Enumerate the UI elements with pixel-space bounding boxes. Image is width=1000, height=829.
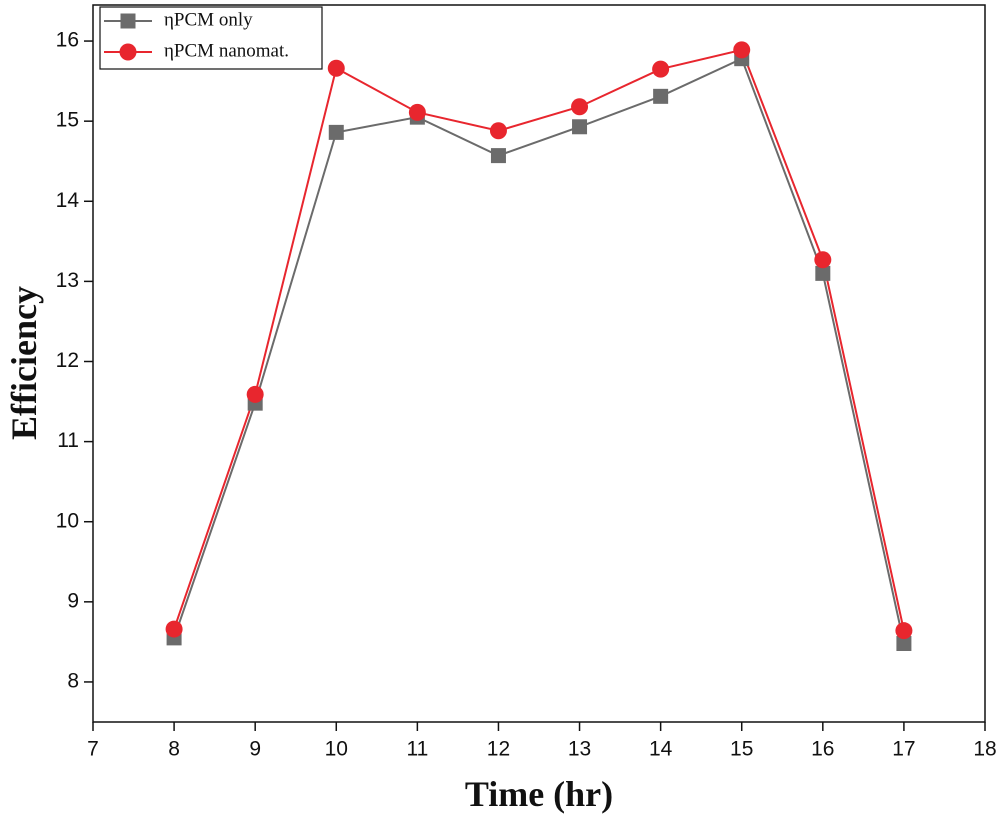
y-tick-label: 9 bbox=[67, 589, 79, 612]
y-tick-label: 15 bbox=[56, 109, 79, 132]
legend-box bbox=[99, 6, 323, 70]
marker bbox=[489, 122, 507, 140]
x-tick-label: 16 bbox=[811, 738, 834, 761]
marker bbox=[165, 620, 183, 638]
x-tick-label: 15 bbox=[730, 738, 753, 761]
y-tick-label: 8 bbox=[67, 669, 79, 692]
y-tick-label: 13 bbox=[56, 269, 79, 292]
marker bbox=[653, 88, 669, 104]
marker bbox=[327, 59, 345, 77]
series-line bbox=[173, 57, 905, 644]
y-tick-label: 11 bbox=[57, 429, 79, 452]
y-tick-label: 12 bbox=[56, 349, 79, 372]
x-tick-label: 18 bbox=[973, 738, 996, 761]
marker bbox=[246, 385, 264, 403]
x-tick-label: 12 bbox=[487, 738, 510, 761]
x-tick-label: 10 bbox=[325, 738, 348, 761]
x-axis-title: Time (hr) bbox=[465, 774, 613, 814]
marker bbox=[896, 635, 912, 651]
legend-marker bbox=[119, 43, 137, 61]
legend-marker bbox=[120, 13, 136, 29]
marker bbox=[733, 41, 751, 59]
y-tick-label: 14 bbox=[56, 189, 80, 212]
x-tick-label: 7 bbox=[87, 738, 99, 761]
marker bbox=[815, 265, 831, 281]
y-axis-title: Efficiency bbox=[4, 286, 44, 440]
plot-frame bbox=[92, 4, 986, 723]
x-tick-label: 13 bbox=[568, 738, 591, 761]
marker bbox=[490, 148, 506, 164]
y-tick-label: 10 bbox=[56, 509, 79, 532]
x-tick-label: 17 bbox=[892, 738, 915, 761]
x-tick-label: 8 bbox=[168, 738, 180, 761]
marker bbox=[652, 60, 670, 78]
marker bbox=[571, 98, 589, 116]
marker bbox=[328, 124, 344, 140]
x-tick-label: 11 bbox=[406, 738, 428, 761]
x-tick-label: 14 bbox=[649, 738, 673, 761]
marker bbox=[895, 622, 913, 640]
legend-label: ηPCM only bbox=[164, 9, 253, 30]
marker bbox=[572, 119, 588, 135]
marker bbox=[408, 103, 426, 121]
series-line bbox=[173, 48, 905, 631]
marker bbox=[814, 251, 832, 269]
legend-label: ηPCM nanomat. bbox=[164, 40, 289, 61]
x-tick-label: 9 bbox=[249, 738, 261, 761]
y-tick-label: 16 bbox=[56, 29, 79, 52]
